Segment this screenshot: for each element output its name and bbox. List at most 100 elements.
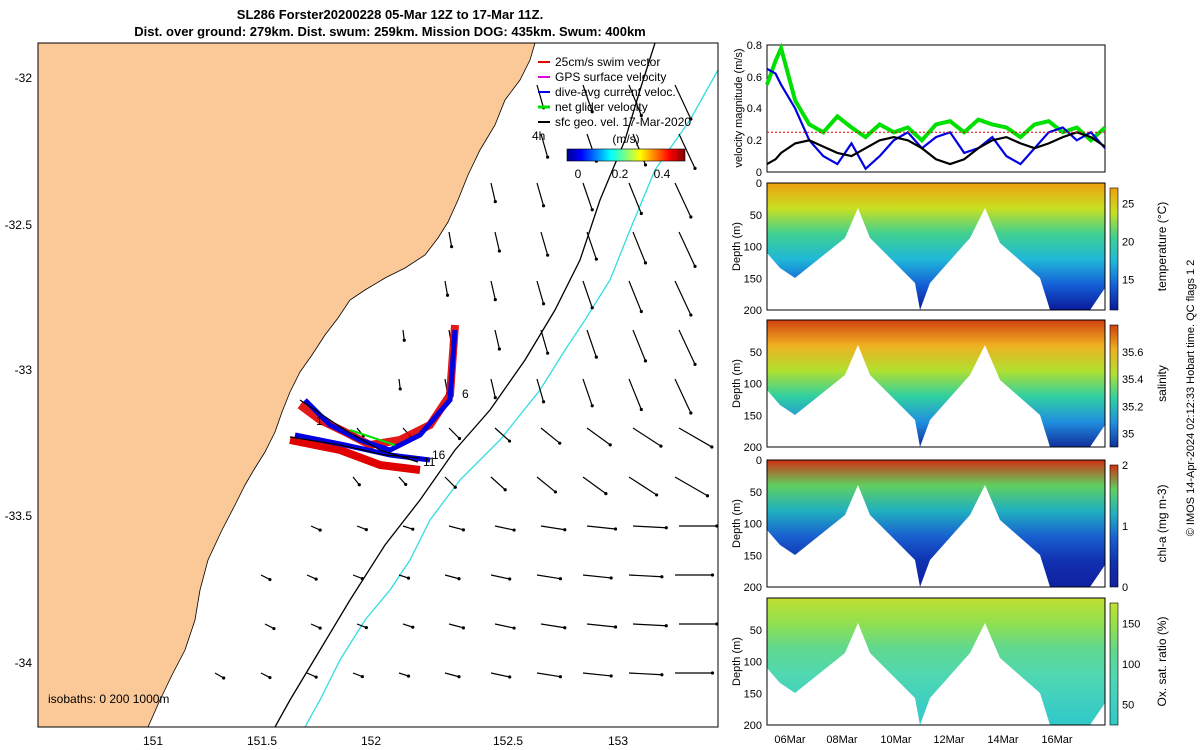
colorbar-tick: 2 — [1122, 460, 1128, 472]
lat-tick: -33 — [15, 363, 33, 377]
section-field — [767, 598, 1105, 725]
velocity-arrowhead — [411, 625, 415, 629]
velocity-arrowhead — [639, 309, 643, 314]
velocity-arrowhead — [693, 166, 697, 170]
velocity-arrow — [721, 281, 740, 316]
velocity-arrowhead — [693, 264, 697, 268]
velocity-series-line — [766, 67, 1106, 171]
y-tick: 100 — [744, 519, 762, 531]
velocity-arrowhead — [594, 257, 598, 261]
velocity-arrow — [628, 182, 642, 214]
velocity-arrowhead — [590, 110, 594, 114]
lon-tick: 151.5 — [247, 734, 277, 748]
glider-track — [289, 324, 459, 474]
velocity-arrow — [260, 574, 271, 581]
section-panel: 15 20 25 temperature (°C) 0 50 100 150 200 Depth … — [731, 178, 1169, 317]
legend-note: 4h — [532, 129, 545, 143]
section-field — [767, 183, 1105, 310]
velocity-arrow — [352, 574, 363, 580]
velocity-arrowhead — [613, 625, 618, 629]
colorbar-tick: 25 — [1122, 198, 1134, 210]
map-legend: 25cm/s swim vector GPS surface velocity … — [532, 55, 691, 143]
velocity-arrowhead — [314, 577, 318, 581]
y-axis-label: velocity magnitude (m/s) — [733, 48, 745, 167]
y-tick: 0.2 — [747, 135, 762, 147]
velocity-arrow — [402, 525, 413, 530]
colorbar-tick: 35.4 — [1122, 374, 1143, 386]
velocity-arrow — [678, 329, 696, 365]
velocity-arrow — [494, 329, 500, 350]
y-tick: 50 — [750, 487, 762, 499]
velocity-arrow — [356, 525, 367, 531]
velocity-arrowhead — [493, 200, 497, 204]
velocity-arrowhead — [398, 387, 402, 391]
colorbar-tick: 0 — [1122, 582, 1128, 594]
colorbar-tick: 0.4 — [654, 167, 671, 181]
legend-label: sfc geo. vel. 17-Mar-2020 — [555, 115, 691, 129]
velocity-arrowhead — [558, 441, 562, 445]
velocity-arrow — [448, 525, 464, 531]
velocity-arrow — [674, 84, 692, 120]
velocity-arrow — [540, 329, 549, 354]
velocity-arrowhead — [457, 577, 461, 581]
velocity-arrowhead — [508, 675, 512, 679]
velocity-series-line — [766, 131, 1106, 166]
velocity-arrowhead — [689, 117, 693, 121]
x-tick: 16Mar — [1041, 734, 1073, 746]
velocity-arrow — [398, 574, 409, 579]
velocity-arrow — [632, 427, 662, 447]
velocity-arrowhead — [493, 396, 497, 400]
velocity-arrowhead — [360, 674, 364, 679]
velocity-arrow — [490, 672, 510, 678]
y-tick: 200 — [744, 305, 762, 317]
map-lat-axis: -32 -32.5 -33 -33.5 -34 — [5, 71, 33, 670]
velocity-arrow — [582, 476, 607, 495]
velocity-arrowhead — [738, 217, 741, 220]
x-tick: 12Mar — [933, 734, 965, 746]
x-tick: 14Mar — [987, 734, 1019, 746]
velocity-arrow — [402, 329, 405, 341]
colorbar-tick: 150 — [1122, 618, 1140, 630]
colorbar-tick: 35.6 — [1122, 347, 1143, 359]
velocity-arrow — [448, 427, 460, 439]
velocity-arrow — [586, 329, 597, 358]
colorbar-unit: (m/s) — [612, 132, 639, 146]
y-tick: 100 — [744, 242, 762, 254]
title-line-2: Dist. over ground: 279km. Dist. swum: 25… — [134, 24, 646, 39]
velocity-arrowhead — [664, 624, 668, 628]
velocity-arrowhead — [461, 626, 465, 630]
velocity-arrow — [494, 525, 515, 531]
velocity-arrow — [540, 427, 561, 444]
velocity-arrow — [721, 573, 761, 575]
velocity-arrow — [490, 574, 510, 580]
velocity-arrowhead — [705, 494, 710, 498]
velocity-arrow — [678, 231, 696, 267]
velocity-arrowhead — [512, 626, 516, 630]
velocity-arrowhead — [318, 528, 322, 532]
velocity-arrow — [536, 672, 561, 678]
velocity-arrowhead — [689, 313, 693, 317]
velocity-arrow — [721, 183, 740, 218]
velocity-arrow — [586, 427, 611, 446]
colorbar-tick: 35 — [1122, 428, 1134, 440]
velocity-arrow — [448, 231, 453, 247]
y-tick: 100 — [744, 379, 762, 391]
velocity-arrow — [674, 280, 692, 316]
y-tick: 200 — [744, 582, 762, 594]
y-tick: 200 — [744, 720, 762, 732]
velocity-arrowhead — [411, 527, 415, 531]
speed-colorbar: (m/s) 0 0.2 0.4 — [566, 132, 686, 181]
velocity-arrowhead — [664, 526, 668, 530]
velocity-arrow — [678, 427, 713, 448]
velocity-arrowhead — [364, 625, 368, 630]
y-tick: 200 — [744, 442, 762, 454]
velocity-arrowhead — [558, 577, 563, 581]
velocity-arrowhead — [710, 445, 714, 449]
y-tick: 150 — [744, 550, 762, 562]
legend-label: dive-avg current veloc. — [555, 85, 676, 99]
velocity-arrow — [628, 476, 657, 496]
velocity-arrow — [632, 525, 667, 529]
velocity-arrowhead — [503, 488, 507, 492]
lat-tick: -33.5 — [5, 509, 33, 523]
velocity-arrowhead — [660, 673, 664, 677]
